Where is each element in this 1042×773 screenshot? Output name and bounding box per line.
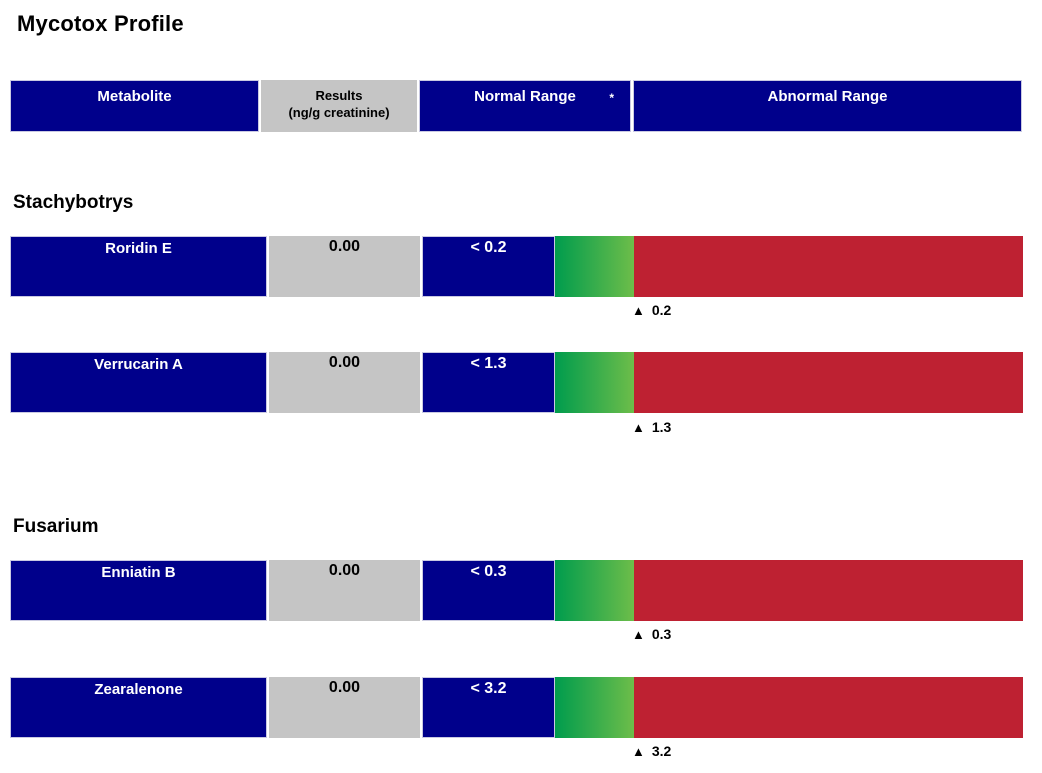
result-cell: 0.00 <box>269 236 420 297</box>
metabolite-cell: Zearalenone <box>10 677 267 738</box>
table-header-row: Metabolite Results (ng/g creatinine) Nor… <box>10 80 1022 132</box>
threshold-triangle-icon: ▲ <box>632 627 645 642</box>
threshold-triangle-icon: ▲ <box>632 744 645 759</box>
header-results-line2: (ng/g creatinine) <box>288 105 390 120</box>
normal-range-gradient-bar <box>555 352 634 413</box>
table-row: Verrucarin A 0.00 < 1.3 <box>10 352 1023 413</box>
threshold-triangle-icon: ▲ <box>632 420 645 435</box>
header-normal-range-label: Normal Range <box>474 88 576 105</box>
normal-range-asterisk-icon: * <box>609 91 614 105</box>
abnormal-range-bar <box>634 677 1023 738</box>
abnormal-range-bar <box>634 236 1023 297</box>
cell-gap <box>420 352 422 413</box>
cell-gap <box>267 677 269 738</box>
page-title: Mycotox Profile <box>17 11 184 36</box>
cell-gap <box>267 352 269 413</box>
header-abnormal-range: Abnormal Range <box>633 80 1022 132</box>
cell-gap <box>267 560 269 621</box>
threshold-value: 1.3 <box>651 419 672 435</box>
header-gap <box>417 80 419 132</box>
section-heading-stachybotrys: Stachybotrys <box>13 192 134 213</box>
table-row: Enniatin B 0.00 < 0.3 <box>10 560 1023 621</box>
normal-range-cell: < 0.2 <box>422 236 555 297</box>
threshold-value: 0.2 <box>651 302 672 318</box>
result-cell: 0.00 <box>269 560 420 621</box>
header-column-divider <box>631 80 633 132</box>
header-gap <box>259 80 261 132</box>
cell-gap <box>267 236 269 297</box>
header-results-line1: Results <box>315 88 363 103</box>
table-row: Zearalenone 0.00 < 3.2 <box>10 677 1023 738</box>
header-results: Results (ng/g creatinine) <box>261 80 417 132</box>
section-heading-fusarium: Fusarium <box>13 516 99 537</box>
result-cell: 0.00 <box>269 677 420 738</box>
metabolite-cell: Verrucarin A <box>10 352 267 413</box>
abnormal-range-bar <box>634 352 1023 413</box>
threshold-marker: ▲ 0.2 <box>632 302 672 319</box>
table-row: Roridin E 0.00 < 0.2 <box>10 236 1023 297</box>
header-normal-range: Normal Range * <box>419 80 631 132</box>
cell-gap <box>420 560 422 621</box>
metabolite-cell: Enniatin B <box>10 560 267 621</box>
threshold-marker: ▲ 3.2 <box>632 743 672 760</box>
normal-range-cell: < 1.3 <box>422 352 555 413</box>
normal-range-cell: < 3.2 <box>422 677 555 738</box>
cell-gap <box>420 677 422 738</box>
normal-range-gradient-bar <box>555 560 634 621</box>
threshold-value: 0.3 <box>651 626 672 642</box>
header-metabolite: Metabolite <box>10 80 259 132</box>
metabolite-cell: Roridin E <box>10 236 267 297</box>
threshold-triangle-icon: ▲ <box>632 303 645 318</box>
threshold-marker: ▲ 1.3 <box>632 419 672 436</box>
normal-range-gradient-bar <box>555 236 634 297</box>
normal-range-gradient-bar <box>555 677 634 738</box>
abnormal-range-bar <box>634 560 1023 621</box>
cell-gap <box>420 236 422 297</box>
threshold-marker: ▲ 0.3 <box>632 626 672 643</box>
threshold-value: 3.2 <box>651 743 672 759</box>
normal-range-cell: < 0.3 <box>422 560 555 621</box>
result-cell: 0.00 <box>269 352 420 413</box>
